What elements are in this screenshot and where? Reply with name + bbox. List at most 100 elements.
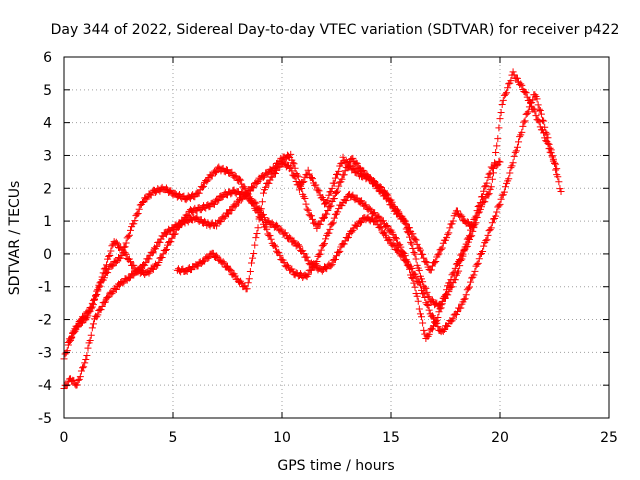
data-point xyxy=(412,255,420,263)
data-point xyxy=(135,205,143,213)
data-point xyxy=(290,172,298,180)
data-point xyxy=(304,206,312,214)
data-point xyxy=(362,201,370,209)
data-point xyxy=(156,238,164,246)
data-point xyxy=(553,165,561,173)
data-point xyxy=(447,276,455,284)
data-point xyxy=(348,228,356,236)
data-point xyxy=(212,169,220,177)
y-tick-label: 6 xyxy=(43,50,52,66)
chart-title: Day 344 of 2022, Sidereal Day-to-day VTE… xyxy=(51,22,620,38)
y-tick-label: -4 xyxy=(38,378,52,394)
data-point xyxy=(313,224,321,232)
data-point xyxy=(138,199,146,207)
data-point xyxy=(456,256,464,264)
x-axis-label: GPS time / hours xyxy=(277,458,394,474)
data-point xyxy=(503,89,511,97)
data-point xyxy=(253,230,261,238)
data-point xyxy=(479,192,487,200)
data-point xyxy=(168,234,176,242)
data-point xyxy=(533,95,541,103)
data-point xyxy=(295,186,303,194)
data-point xyxy=(463,218,471,226)
data-point xyxy=(94,311,102,319)
data-point xyxy=(258,216,266,224)
data-point xyxy=(491,159,499,167)
data-point xyxy=(544,139,552,147)
data-point xyxy=(68,334,76,342)
data-point xyxy=(333,188,340,196)
data-point xyxy=(474,209,482,217)
data-point xyxy=(423,288,431,296)
data-point xyxy=(250,200,258,208)
data-point xyxy=(250,249,258,257)
data-point xyxy=(440,326,448,334)
data-point xyxy=(487,224,495,232)
data-point xyxy=(371,209,379,217)
data-point xyxy=(432,257,440,265)
data-point xyxy=(219,258,227,266)
data-point xyxy=(214,197,222,205)
data-point xyxy=(432,318,440,326)
data-point xyxy=(493,142,501,150)
data-point xyxy=(481,198,489,206)
data-point xyxy=(120,243,128,251)
data-point xyxy=(250,183,258,191)
data-point xyxy=(449,269,457,277)
data-point xyxy=(106,251,114,259)
data-point xyxy=(91,296,99,304)
data-point xyxy=(276,251,284,259)
data-point xyxy=(125,274,133,282)
data-point xyxy=(307,212,315,220)
data-point xyxy=(522,89,530,97)
data-point xyxy=(506,169,514,177)
data-point xyxy=(133,210,141,218)
data-point xyxy=(425,330,433,338)
data-point xyxy=(427,266,435,274)
data-point xyxy=(318,267,326,275)
data-point xyxy=(471,267,479,275)
data-point xyxy=(309,215,317,223)
data-point xyxy=(195,189,203,197)
data-point xyxy=(500,188,508,196)
data-point xyxy=(81,359,89,367)
data-point xyxy=(548,152,556,160)
data-point xyxy=(557,188,565,196)
data-point xyxy=(208,172,216,180)
data-point xyxy=(309,175,317,183)
data-point xyxy=(411,235,419,243)
data-point xyxy=(231,172,239,180)
data-point xyxy=(462,243,470,251)
data-point xyxy=(434,314,442,322)
data-point xyxy=(434,251,442,259)
data-point xyxy=(326,203,334,211)
data-point xyxy=(337,160,345,168)
data-point xyxy=(352,159,360,167)
data-point xyxy=(322,235,330,243)
data-point xyxy=(259,189,267,197)
data-point xyxy=(460,295,468,303)
data-point xyxy=(518,128,526,136)
data-point xyxy=(416,281,424,289)
data-point xyxy=(525,97,533,105)
data-point xyxy=(523,109,531,117)
data-point xyxy=(256,209,264,217)
data-point xyxy=(554,173,562,181)
data-point xyxy=(112,285,120,293)
data-point xyxy=(277,225,285,233)
data-point xyxy=(83,351,91,359)
data-point xyxy=(437,245,445,253)
data-point xyxy=(312,181,320,189)
data-point xyxy=(483,236,491,244)
data-point xyxy=(217,217,225,225)
data-point xyxy=(167,238,175,246)
data-point xyxy=(395,209,403,217)
data-point xyxy=(251,241,259,249)
data-point xyxy=(404,262,412,270)
data-point xyxy=(504,84,512,92)
data-point xyxy=(459,250,467,258)
data-point xyxy=(294,241,302,249)
y-tick-label: 1 xyxy=(43,214,52,230)
data-point xyxy=(551,159,558,167)
data-point xyxy=(513,74,521,82)
